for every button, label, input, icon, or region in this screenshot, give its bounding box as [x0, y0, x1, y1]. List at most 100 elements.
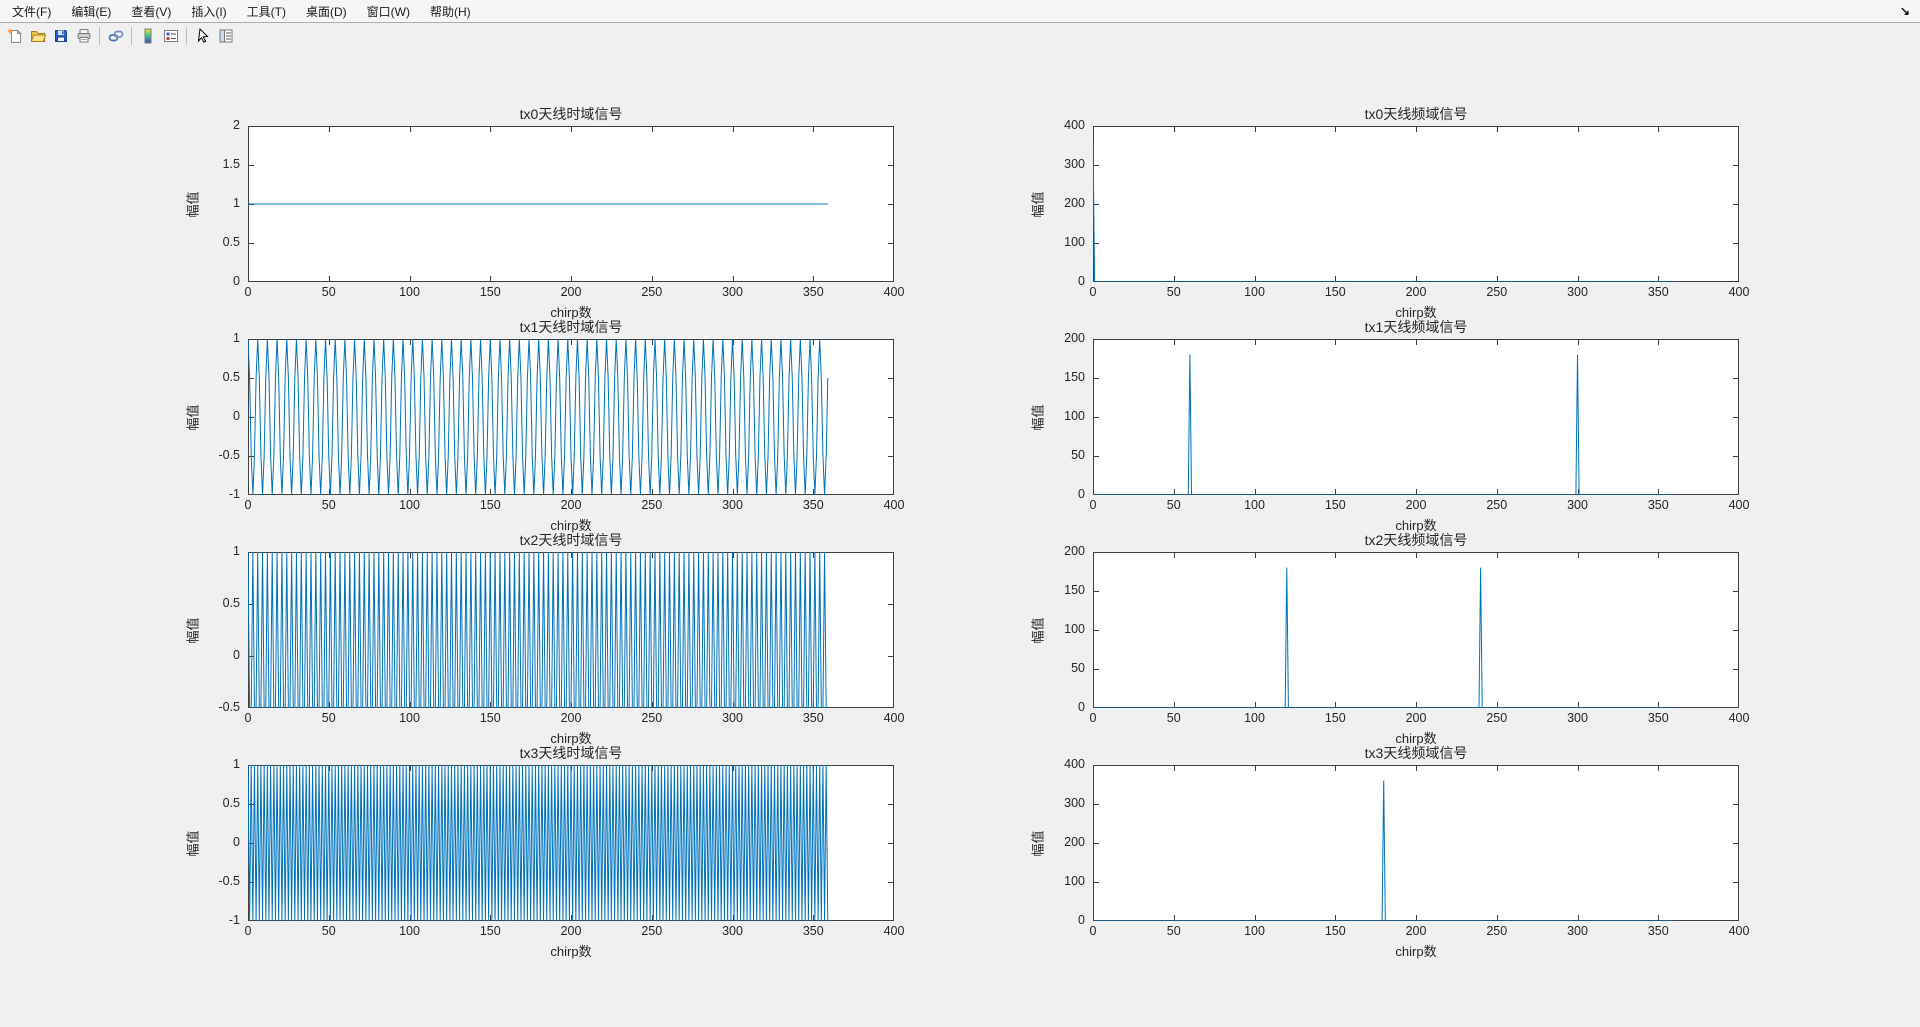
menu-file[interactable]: 文件(F) [12, 4, 52, 19]
x-tick-label: 0 [1089, 711, 1097, 725]
y-tick-label: 400 [1064, 757, 1085, 771]
x-axis-label: chirp数 [1395, 305, 1437, 320]
menu-tools[interactable]: 工具(T) [246, 4, 286, 19]
menu-insert[interactable]: 插入(I) [191, 4, 227, 19]
x-axis-label: chirp数 [550, 731, 592, 746]
y-tick-label: 1.5 [222, 157, 240, 171]
x-tick-label: 350 [802, 498, 824, 512]
y-tick-label: 0 [233, 835, 240, 849]
x-tick-label: 0 [1089, 285, 1097, 299]
x-tick-label: 200 [560, 498, 582, 512]
x-axis-label: chirp数 [550, 944, 592, 959]
x-tick-label: 200 [1405, 711, 1427, 725]
menu-help[interactable]: 帮助(H) [429, 4, 471, 19]
printer-icon [77, 28, 90, 42]
subplot-tx3-frequency-domain: tx3天线频域信号 幅值 chirp数 0 50 100 150 200 250 300 35… [1015, 735, 1769, 981]
new-figure-button[interactable] [3, 25, 26, 46]
y-axis-label: 幅值 [185, 616, 201, 644]
x-tick-label: 50 [1166, 924, 1181, 938]
plot-axes [248, 765, 894, 921]
x-tick-label: 400 [1728, 711, 1750, 725]
subplot-tx1-time-domain: tx1天线时域信号 幅值 chirp数 0 50 100 150 200 250 300 35… [170, 309, 924, 555]
y-tick-label: -0.5 [218, 874, 240, 888]
y-tick-label: 150 [1064, 370, 1085, 384]
x-tick-label: 350 [802, 711, 824, 725]
x-tick-label: 200 [1405, 924, 1427, 938]
new-figure-icon [6, 27, 22, 43]
menu-edit[interactable]: 编辑(E) [71, 4, 112, 19]
menu-window[interactable]: 窗口(W) [366, 4, 410, 19]
x-tick-label: 350 [802, 924, 824, 938]
link-icon [108, 30, 123, 41]
x-tick-label: 100 [1244, 285, 1265, 299]
plot-axes [248, 552, 894, 708]
x-tick-label: 250 [1486, 285, 1508, 299]
save-figure-button[interactable] [49, 25, 72, 46]
x-tick-label: 50 [321, 285, 336, 299]
x-tick-label: 350 [1647, 498, 1669, 512]
x-tick-label: 200 [1405, 285, 1427, 299]
x-tick-label: 300 [1567, 711, 1588, 725]
y-tick-label: 400 [1064, 118, 1085, 132]
property-inspector-button[interactable] [214, 25, 237, 46]
plot-axes [248, 126, 894, 282]
y-tick-label: 0 [1078, 274, 1085, 288]
legend-icon [163, 29, 178, 42]
dock-figure-icon[interactable]: ↘ [1899, 4, 1911, 18]
x-tick-label: 150 [479, 498, 501, 512]
x-tick-label: 300 [1567, 924, 1588, 938]
link-plot-button[interactable] [104, 25, 127, 46]
menu-view[interactable]: 查看(V) [131, 4, 172, 19]
y-tick-label: 100 [1064, 874, 1085, 888]
x-tick-label: 0 [244, 711, 252, 725]
y-tick-label: 100 [1064, 235, 1085, 249]
x-tick-label: 400 [1728, 498, 1750, 512]
print-figure-button[interactable] [72, 25, 95, 46]
plot-axes [1093, 552, 1739, 708]
subplot-tx0-time-domain: tx0天线时域信号 幅值 chirp数 0 50 100 150 200 250 300 35… [170, 96, 924, 342]
menu-desktop[interactable]: 桌面(D) [305, 4, 347, 19]
plot-title: tx0天线时域信号 [519, 106, 623, 122]
x-axis-label: chirp数 [1395, 731, 1437, 746]
x-tick-label: 250 [641, 711, 663, 725]
y-tick-label: 0.5 [222, 596, 240, 610]
x-tick-label: 250 [641, 924, 663, 938]
x-tick-label: 100 [1244, 498, 1265, 512]
x-tick-label: 400 [883, 285, 905, 299]
y-tick-label: 50 [1071, 661, 1085, 675]
subplot-tx3-time-domain: tx3天线时域信号 幅值 chirp数 0 50 100 150 200 250 300 35… [170, 735, 924, 981]
figure-toolbar [0, 24, 1920, 47]
menu-bar: 文件(F) 编辑(E) 查看(V) 插入(I) 工具(T) 桌面(D) 窗口(W… [0, 0, 1920, 23]
x-tick-label: 150 [479, 711, 501, 725]
subplot-tx1-frequency-domain: tx1天线频域信号 幅值 chirp数 0 50 100 150 200 250 300 35… [1015, 309, 1769, 555]
toolbar-separator [186, 26, 187, 45]
y-tick-label: 0 [1078, 700, 1085, 714]
arrow-cursor-icon [197, 27, 209, 43]
insert-legend-button[interactable] [159, 25, 182, 46]
x-tick-label: 250 [1486, 498, 1508, 512]
y-tick-label: -0.5 [218, 448, 240, 462]
x-tick-label: 250 [1486, 711, 1508, 725]
y-tick-label: -1 [228, 913, 240, 927]
insert-colorbar-button[interactable] [136, 25, 159, 46]
subplot-tx2-time-domain: tx2天线时域信号 幅值 chirp数 0 50 100 150 200 250 300 35… [170, 522, 924, 768]
x-tick-label: 0 [1089, 924, 1097, 938]
x-tick-label: 50 [1166, 498, 1181, 512]
x-tick-label: 400 [883, 498, 905, 512]
open-file-button[interactable] [26, 25, 49, 46]
x-tick-label: 100 [1244, 924, 1265, 938]
x-tick-label: 250 [641, 498, 663, 512]
y-tick-label: -1 [228, 487, 240, 501]
x-tick-label: 300 [722, 285, 743, 299]
edit-plot-button[interactable] [191, 25, 214, 46]
y-tick-label: 0.5 [222, 235, 240, 249]
x-tick-label: 0 [1089, 498, 1097, 512]
y-tick-label: 0 [233, 409, 240, 423]
x-tick-label: 400 [1728, 285, 1750, 299]
y-tick-label: 200 [1064, 835, 1085, 849]
plot-axes [248, 339, 894, 495]
x-tick-label: 100 [399, 498, 420, 512]
x-tick-label: 250 [1486, 924, 1508, 938]
x-tick-label: 300 [722, 924, 743, 938]
y-tick-label: 0 [1078, 913, 1085, 927]
